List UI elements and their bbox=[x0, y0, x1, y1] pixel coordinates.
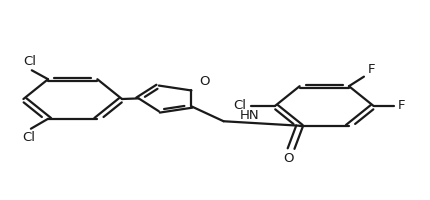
Text: HN: HN bbox=[240, 109, 259, 122]
Text: Cl: Cl bbox=[22, 131, 35, 144]
Text: F: F bbox=[367, 63, 375, 76]
Text: Cl: Cl bbox=[233, 99, 246, 112]
Text: O: O bbox=[284, 152, 294, 165]
Text: O: O bbox=[199, 75, 210, 88]
Text: F: F bbox=[398, 99, 405, 112]
Text: Cl: Cl bbox=[23, 55, 36, 68]
